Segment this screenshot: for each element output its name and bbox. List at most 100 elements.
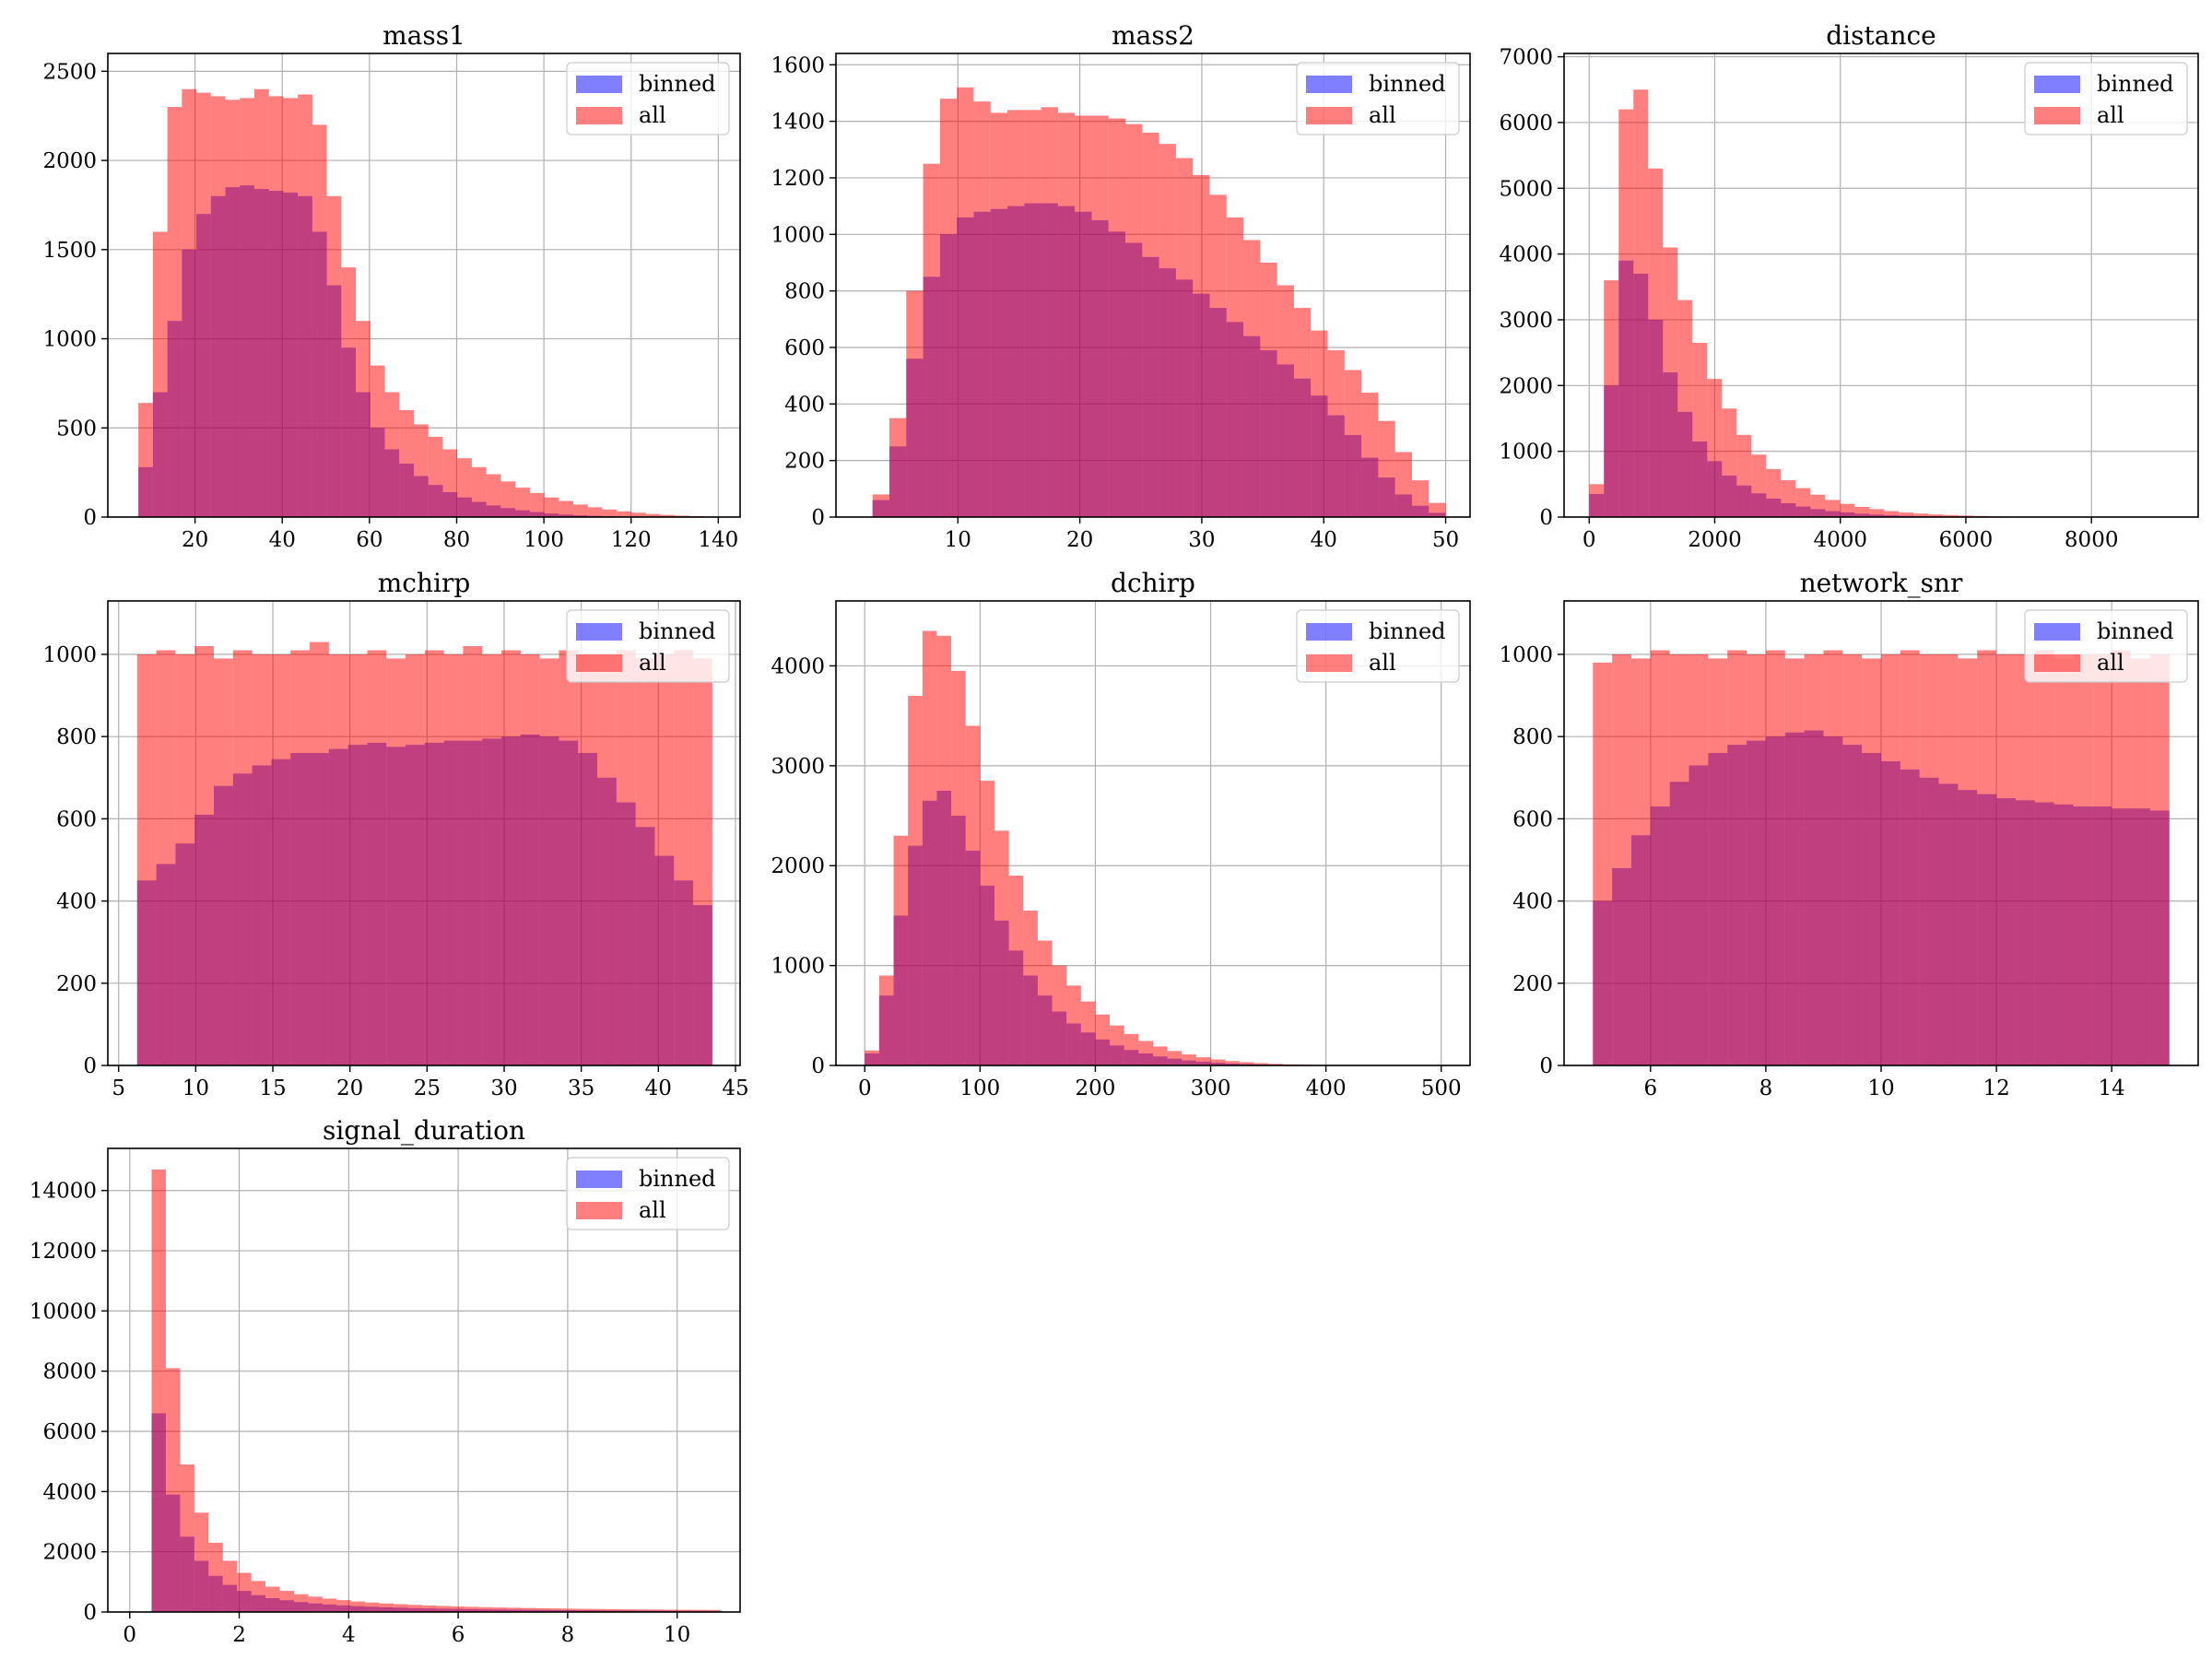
panel-signal-duration: 0 2 4 6 8 10 0 2000 4000 6000 8000 10000 12000 14000 s… bbox=[29, 1115, 741, 1647]
bar-all bbox=[1108, 118, 1126, 518]
y-tick-label: 400 bbox=[56, 890, 97, 914]
bar-all bbox=[1411, 480, 1430, 517]
bar-all bbox=[539, 658, 559, 1065]
bar-all bbox=[1996, 653, 2016, 1065]
bar-all bbox=[463, 646, 483, 1065]
bar-all bbox=[1378, 420, 1395, 517]
bar-all bbox=[559, 500, 574, 517]
x-tick-label: 20 bbox=[336, 1077, 363, 1100]
legend-label-all: all bbox=[639, 650, 666, 676]
legend-swatch-all bbox=[576, 654, 622, 672]
y-tick-label: 3000 bbox=[1499, 309, 1553, 333]
y-tick-label: 1500 bbox=[42, 239, 97, 263]
bar-all bbox=[621, 1609, 636, 1612]
y-tick-label: 14000 bbox=[29, 1180, 97, 1204]
bar-all bbox=[1268, 1064, 1283, 1065]
bar-all bbox=[878, 975, 894, 1065]
bar-all bbox=[573, 504, 588, 517]
bar-all bbox=[370, 365, 385, 517]
x-tick-label: 500 bbox=[1421, 1077, 1462, 1100]
bar-all bbox=[414, 424, 429, 517]
bar-all bbox=[922, 630, 937, 1065]
bar-all bbox=[1024, 110, 1041, 517]
panel-title: signal_duration bbox=[323, 1115, 525, 1146]
bar-all bbox=[1293, 308, 1312, 517]
x-tick-label: 60 bbox=[356, 528, 382, 552]
bar-all bbox=[222, 1560, 238, 1612]
bar-all bbox=[471, 466, 487, 517]
bar-all bbox=[252, 653, 272, 1065]
bar-all bbox=[957, 87, 974, 518]
y-tick-label: 1000 bbox=[42, 328, 97, 352]
legend-swatch-all bbox=[2034, 654, 2080, 672]
y-tick-label: 1000 bbox=[771, 955, 825, 979]
x-tick-label: 50 bbox=[1432, 528, 1459, 552]
y-tick-label: 600 bbox=[1512, 807, 1553, 831]
y-tick-label: 800 bbox=[784, 280, 825, 304]
series-all bbox=[138, 88, 719, 518]
bar-all bbox=[356, 321, 371, 517]
y-tick-label: 6000 bbox=[42, 1420, 97, 1444]
x-tick-label: 4 bbox=[342, 1623, 356, 1647]
x-tick-label: 300 bbox=[1191, 1077, 1231, 1100]
bar-all bbox=[1854, 506, 1870, 517]
y-tick-label: 1600 bbox=[771, 53, 825, 77]
bar-all bbox=[156, 650, 176, 1065]
y-tick-label: 2500 bbox=[42, 60, 97, 84]
bar-all bbox=[1311, 330, 1328, 517]
panel-title: dchirp bbox=[1111, 568, 1195, 598]
bar-all bbox=[522, 1607, 536, 1612]
y-tick-label: 800 bbox=[1512, 725, 1553, 749]
bar-all bbox=[341, 267, 357, 517]
panel-title: network_snr bbox=[1800, 568, 1963, 598]
bar-all bbox=[1958, 658, 1978, 1065]
x-tick-label: 10 bbox=[945, 528, 971, 552]
bar-all bbox=[1429, 502, 1446, 517]
x-tick-label: 140 bbox=[698, 528, 738, 552]
bar-all bbox=[1722, 408, 1737, 517]
bar-all bbox=[1124, 1033, 1139, 1065]
y-tick-label: 0 bbox=[811, 506, 825, 530]
y-tick-label: 12000 bbox=[29, 1240, 97, 1264]
bar-all bbox=[151, 1169, 166, 1612]
bar-all bbox=[630, 512, 646, 517]
x-tick-label: 0 bbox=[858, 1077, 872, 1100]
legend-swatch-binned bbox=[576, 1171, 622, 1188]
legend: binned all bbox=[1296, 609, 1460, 683]
bar-all bbox=[965, 725, 981, 1065]
bar-all bbox=[515, 488, 530, 517]
bar-all bbox=[253, 88, 269, 517]
bar-all bbox=[994, 830, 1009, 1065]
x-tick-label: 6 bbox=[452, 1623, 465, 1647]
y-tick-label: 2000 bbox=[1499, 374, 1553, 398]
x-tick-label: 5 bbox=[112, 1077, 125, 1100]
bar-all bbox=[645, 513, 661, 517]
panel-network-snr: 6 8 10 12 14 0 200 400 600 800 1000 network_snrbinn… bbox=[1499, 568, 2199, 1100]
bar-all bbox=[664, 1609, 678, 1612]
bar-all bbox=[1612, 653, 1631, 1065]
bar-all bbox=[888, 418, 907, 517]
bar-all bbox=[936, 635, 952, 1065]
bar-all bbox=[1795, 488, 1811, 517]
bar-all bbox=[394, 1604, 408, 1612]
y-tick-label: 5000 bbox=[1499, 177, 1553, 201]
legend-swatch-binned bbox=[576, 623, 622, 641]
bar-all bbox=[1900, 650, 1920, 1065]
bar-all bbox=[1057, 112, 1076, 517]
x-tick-label: 12 bbox=[1983, 1077, 2009, 1100]
y-tick-label: 400 bbox=[1512, 890, 1553, 914]
bar-all bbox=[1589, 484, 1605, 517]
bar-all bbox=[2073, 653, 2093, 1065]
bar-all bbox=[1125, 124, 1143, 518]
bar-all bbox=[196, 92, 211, 518]
bar-all bbox=[225, 100, 241, 518]
bar-all bbox=[175, 653, 195, 1065]
bar-all bbox=[365, 1602, 380, 1612]
bar-all bbox=[1095, 1014, 1111, 1065]
bar-all bbox=[660, 514, 676, 517]
bar-all bbox=[1226, 217, 1244, 517]
y-tick-label: 1000 bbox=[42, 643, 97, 667]
bar-all bbox=[1633, 89, 1649, 517]
bar-all bbox=[1075, 115, 1092, 517]
x-tick-label: 30 bbox=[1188, 528, 1215, 552]
